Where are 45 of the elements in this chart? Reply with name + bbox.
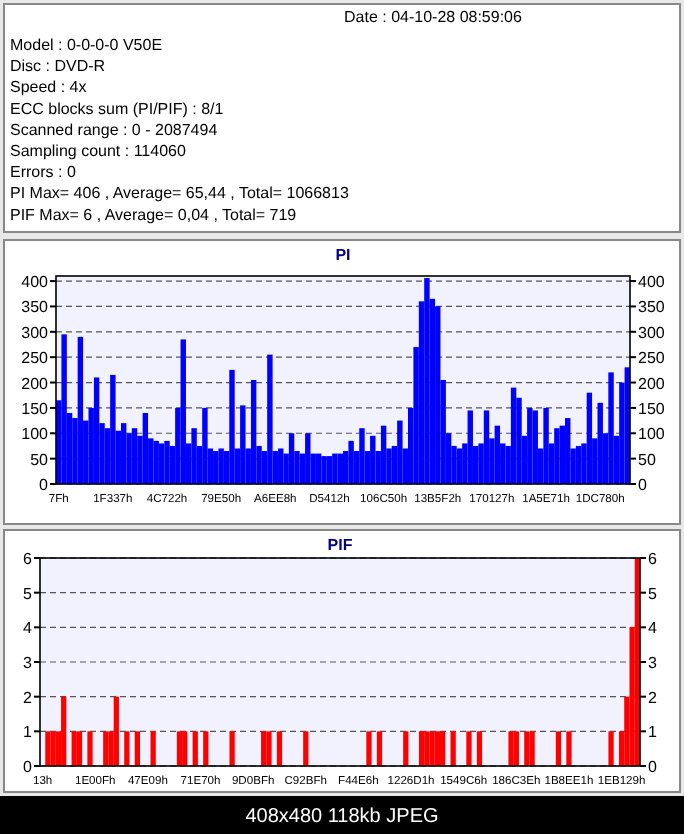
y2-tick-label: 0 [648, 758, 658, 776]
text: Model : 0-0-0-0 V50E [10, 36, 163, 54]
y-tick-label: 1 [23, 723, 34, 742]
text: ECC blocks sum (PI/PIF) : 8/1 [10, 99, 225, 118]
text: Sampling count : 114060 [10, 142, 187, 160]
y2-tick-label: 200 [638, 374, 666, 393]
y2-tick-label: 3 [648, 654, 658, 672]
y2-tick-label: 6 [648, 550, 658, 568]
y-tick-label: 50 [30, 450, 50, 469]
text: Date : 04-10-28 08:59:06 [344, 8, 524, 26]
y2-tick-label: 150 [638, 399, 666, 418]
y-tick-label: 0 [39, 476, 50, 494]
chart-title: PI [335, 246, 351, 264]
y2-tick-label: 300 [638, 323, 666, 342]
y2-tick-label: 350 [638, 298, 666, 317]
y2-tick-label: 0 [638, 476, 648, 494]
y2-tick-label: 100 [638, 425, 666, 444]
text: Errors : 0 [10, 163, 77, 182]
y-tick-label: 0 [23, 758, 34, 776]
y2-tick-label: 250 [638, 349, 666, 368]
y2-tick-label: 4 [648, 619, 658, 638]
y2-tick-label: 1 [648, 723, 658, 742]
y-tick-label: 100 [21, 425, 50, 444]
y-tick-label: 150 [21, 399, 50, 418]
y-tick-label: 250 [21, 349, 50, 368]
y-tick-label: 6 [23, 550, 34, 568]
y-tick-label: 350 [21, 298, 50, 317]
y-tick-label: 2 [23, 688, 34, 707]
text: Scanned range : 0 - 2087494 [10, 120, 219, 139]
chart-title: PIF [327, 536, 353, 554]
y2-tick-label: 5 [648, 584, 658, 603]
y-tick-label: 200 [21, 374, 50, 393]
text: Disc : DVD-R [10, 57, 106, 76]
y-tick-label: 400 [21, 273, 50, 292]
y2-tick-label: 400 [638, 273, 666, 292]
text: Speed : 4x [10, 78, 87, 97]
y2-tick-label: 50 [638, 450, 657, 469]
y-tick-label: 5 [23, 584, 34, 603]
text: PI Max= 406 , Average= 65,44 , Total= 1066813 [10, 184, 350, 203]
y2-tick-label: 2 [648, 688, 658, 707]
text: PIF Max= 6 , Average= 0,04 , Total= 719 [10, 205, 298, 224]
y-tick-label: 300 [21, 323, 50, 342]
y-tick-label: 4 [23, 619, 34, 638]
y-tick-label: 3 [23, 654, 34, 672]
text: 408x480 118kb JPEG [245, 806, 439, 828]
